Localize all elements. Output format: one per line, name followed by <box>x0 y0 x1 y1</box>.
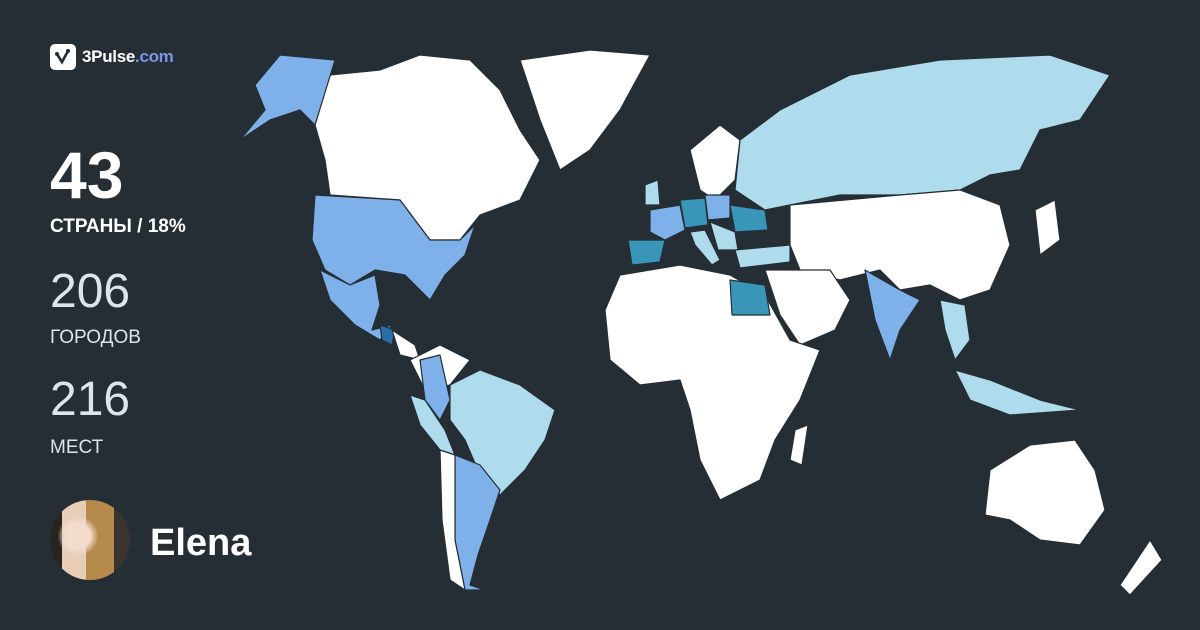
country-poland[interactable] <box>704 194 731 221</box>
country-ukraine[interactable] <box>729 204 769 233</box>
country-australia[interactable] <box>984 439 1106 546</box>
country-new-zealand[interactable] <box>1119 539 1163 596</box>
countries-count: 43 <box>50 138 124 212</box>
country-russia[interactable] <box>734 54 1111 211</box>
country-chile[interactable] <box>439 449 466 591</box>
country-central-america-2[interactable] <box>391 329 421 361</box>
country-uk[interactable] <box>644 179 661 206</box>
country-greenland[interactable] <box>519 49 651 171</box>
country-italy[interactable] <box>689 229 721 266</box>
country-france[interactable] <box>649 204 686 241</box>
country-usa[interactable] <box>311 194 476 301</box>
country-indonesia[interactable] <box>954 369 1081 416</box>
country-scandinavia[interactable] <box>689 124 741 201</box>
check-pulse-icon <box>50 44 76 70</box>
places-label: МЕСТ <box>50 437 104 458</box>
country-turkey[interactable] <box>734 244 791 269</box>
country-india[interactable] <box>864 269 921 361</box>
logo-text: 3Pulse.com <box>82 47 174 66</box>
country-madagascar[interactable] <box>789 424 809 466</box>
country-peru[interactable] <box>419 354 451 421</box>
places-count: 216 <box>50 373 131 426</box>
country-arabia[interactable] <box>764 269 851 346</box>
country-spain[interactable] <box>627 239 666 266</box>
logo[interactable]: 3Pulse.com <box>50 44 174 70</box>
country-egypt[interactable] <box>729 279 771 316</box>
country-southeast-asia[interactable] <box>939 299 971 361</box>
cities-label: ГОРОДОВ <box>50 327 141 348</box>
countries-label: СТРАНЫ / 18% <box>50 216 186 237</box>
user-name: Elena <box>150 522 252 564</box>
country-germany[interactable] <box>679 197 709 229</box>
avatar[interactable] <box>50 500 130 580</box>
cities-count: 206 <box>50 265 131 318</box>
country-japan[interactable] <box>1034 199 1061 256</box>
country-alaska[interactable] <box>239 54 336 141</box>
country-central-america[interactable] <box>379 324 396 346</box>
